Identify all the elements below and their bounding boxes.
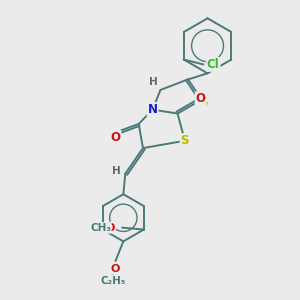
Text: O: O <box>110 131 121 144</box>
Text: CH₃: CH₃ <box>90 223 111 232</box>
Text: H: H <box>149 77 158 87</box>
Text: H: H <box>112 166 121 176</box>
Text: O: O <box>111 264 120 274</box>
Text: S: S <box>181 134 189 147</box>
Text: S: S <box>199 96 207 109</box>
Text: C₂H₅: C₂H₅ <box>101 276 126 286</box>
Text: Cl: Cl <box>207 58 220 71</box>
Text: O: O <box>106 223 115 232</box>
Text: O: O <box>196 92 206 105</box>
Text: N: N <box>148 103 158 116</box>
Text: O: O <box>106 223 115 232</box>
